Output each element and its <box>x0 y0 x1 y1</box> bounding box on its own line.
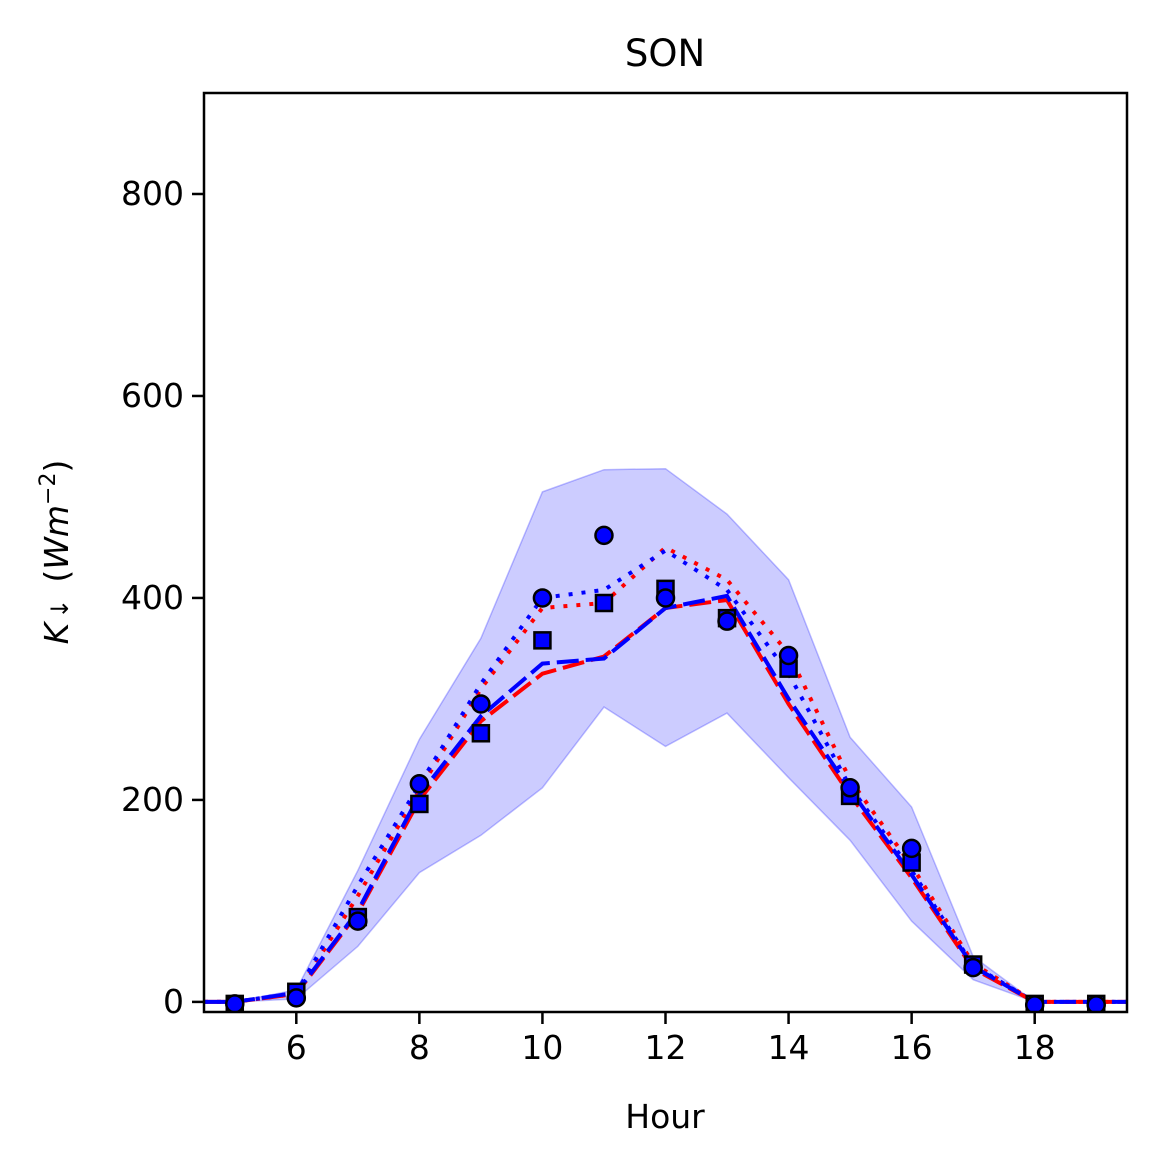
series-line-1 <box>204 545 1127 1004</box>
x-tick-label: 10 <box>521 1028 563 1067</box>
y-tick-label: 800 <box>121 174 184 213</box>
y-axis: 0 200 400 600 800 <box>121 174 204 1021</box>
x-axis: 6 8 10 12 14 16 18 <box>286 1012 1056 1067</box>
marker-circle <box>717 611 737 631</box>
marker-square <box>594 593 614 613</box>
marker-circle <box>1086 995 1106 1012</box>
chart-title: SON <box>625 32 705 75</box>
marker-circle <box>901 838 922 859</box>
x-tick-label: 14 <box>768 1028 810 1067</box>
marker-circle <box>1024 995 1045 1012</box>
marker-square <box>533 631 552 650</box>
marker-square <box>410 794 429 814</box>
marker-circle <box>471 694 491 714</box>
x-tick-label: 8 <box>409 1028 430 1067</box>
range-band <box>204 467 1127 1003</box>
x-tick-label: 6 <box>286 1028 307 1067</box>
marker-circle <box>286 988 307 1008</box>
x-tick-label: 16 <box>891 1028 933 1067</box>
marker-circle <box>225 994 245 1012</box>
marker-circle <box>594 525 614 546</box>
x-tick-label: 18 <box>1014 1028 1056 1067</box>
svg-text:K↓(Wm−2): K↓(Wm−2) <box>36 460 76 645</box>
marker-circle <box>778 645 799 666</box>
y-tick-label: 400 <box>121 578 184 617</box>
marker-circle <box>655 588 676 608</box>
marker-circle <box>409 774 430 794</box>
y-axis-label: K↓(Wm−2) <box>36 460 76 645</box>
marker-circle <box>348 911 368 931</box>
y-tick-label: 0 <box>163 982 184 1021</box>
y-tick-label: 200 <box>121 780 184 819</box>
marker-circle <box>840 778 860 798</box>
marker-circle <box>532 588 553 608</box>
x-tick-label: 12 <box>645 1028 687 1067</box>
series-line-4 <box>204 593 1127 1004</box>
x-axis-label: Hour <box>625 1097 705 1136</box>
marker-circle <box>963 957 983 978</box>
plot-area <box>204 467 1127 1012</box>
y-tick-label: 600 <box>121 376 184 415</box>
marker-square <box>471 724 491 743</box>
